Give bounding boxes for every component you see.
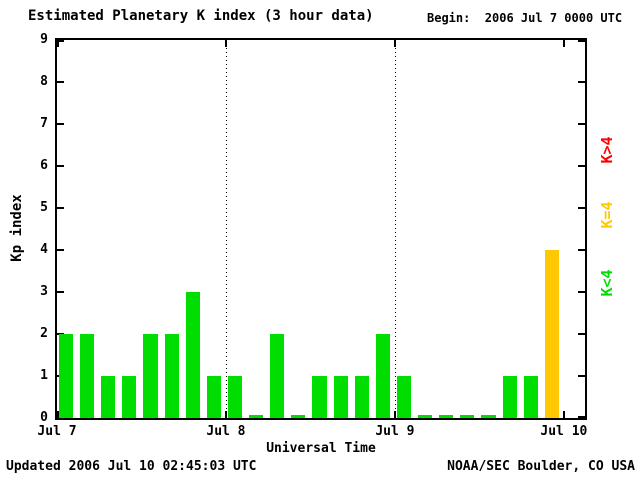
kp-bar	[185, 292, 200, 418]
kp-bar	[164, 334, 179, 418]
kp-bar	[59, 334, 74, 418]
kp-bar	[143, 334, 158, 418]
y-tick-mark	[578, 375, 585, 377]
y-axis-label: Kp index	[9, 194, 25, 262]
y-tick-mark	[578, 165, 585, 167]
updated-timestamp: Updated 2006 Jul 10 02:45:03 UTC	[6, 459, 257, 474]
y-tick-mark	[57, 123, 64, 125]
chart-title: Estimated Planetary K index (3 hour data…	[28, 8, 374, 24]
kp-bar	[227, 376, 243, 418]
kp-bar	[312, 376, 327, 418]
y-tick-mark	[578, 291, 585, 293]
y-tick-mark	[57, 165, 64, 167]
x-tick-mark	[57, 40, 59, 47]
y-tick-label: 3	[40, 284, 48, 299]
x-tick-label: Jul 9	[375, 424, 415, 439]
kp-bar	[418, 415, 433, 418]
kp-bar	[249, 415, 264, 418]
source-label: NOAA/SEC Boulder, CO USA	[447, 459, 635, 474]
kp-bar	[523, 376, 538, 418]
y-tick-label: 9	[40, 32, 48, 47]
day-boundary-gridline	[394, 40, 396, 418]
y-tick-mark	[578, 249, 585, 251]
y-tick-label: 5	[40, 200, 48, 215]
begin-timestamp-label: Begin: 2006 Jul 7 0000 UTC	[427, 11, 623, 25]
x-tick-mark	[57, 411, 59, 418]
y-tick-mark	[578, 40, 585, 42]
y-tick-label: 0	[40, 410, 48, 425]
kp-bar	[354, 376, 369, 418]
legend-item: K=4	[598, 201, 616, 229]
kp-bar	[206, 376, 221, 418]
y-tick-mark	[578, 81, 585, 83]
y-tick-label: 6	[40, 158, 48, 173]
x-tick-mark	[562, 40, 565, 47]
y-tick-label: 2	[40, 326, 48, 341]
y-tick-mark	[57, 249, 64, 251]
y-tick-label: 4	[40, 242, 48, 257]
kp-bar	[270, 334, 285, 418]
kp-bar	[291, 415, 306, 418]
y-tick-mark	[578, 207, 585, 209]
kp-bar	[333, 376, 348, 418]
kp-bar	[396, 376, 412, 418]
x-tick-label: Jul 8	[206, 424, 246, 439]
x-tick-label: Jul 10	[540, 424, 588, 439]
day-boundary-gridline	[225, 40, 227, 418]
y-tick-mark	[578, 416, 585, 418]
kp-bar	[544, 250, 559, 418]
kp-bar	[502, 376, 517, 418]
y-tick-mark	[57, 40, 64, 42]
plot-area	[55, 38, 587, 420]
kp-bar	[460, 415, 475, 418]
y-tick-mark	[578, 123, 585, 125]
kp-bar	[101, 376, 116, 418]
kp-bar	[481, 415, 496, 418]
kp-bar	[375, 334, 390, 418]
y-tick-mark	[57, 291, 64, 293]
legend-item: K<4	[598, 269, 616, 297]
legend: K>4 K=4 K<4	[570, 0, 640, 480]
y-tick-mark	[57, 81, 64, 83]
y-tick-label: 8	[40, 74, 48, 89]
kp-bar	[80, 334, 95, 418]
y-tick-mark	[57, 207, 64, 209]
y-tick-label: 7	[40, 116, 48, 131]
x-axis-label: Universal Time	[266, 441, 376, 456]
kp-bar	[122, 376, 137, 418]
legend-item: K>4	[598, 136, 616, 164]
y-tick-mark	[578, 333, 585, 335]
y-tick-label: 1	[40, 368, 48, 383]
kp-bar	[439, 415, 454, 418]
x-tick-mark	[562, 411, 565, 418]
x-tick-label: Jul 7	[37, 424, 77, 439]
